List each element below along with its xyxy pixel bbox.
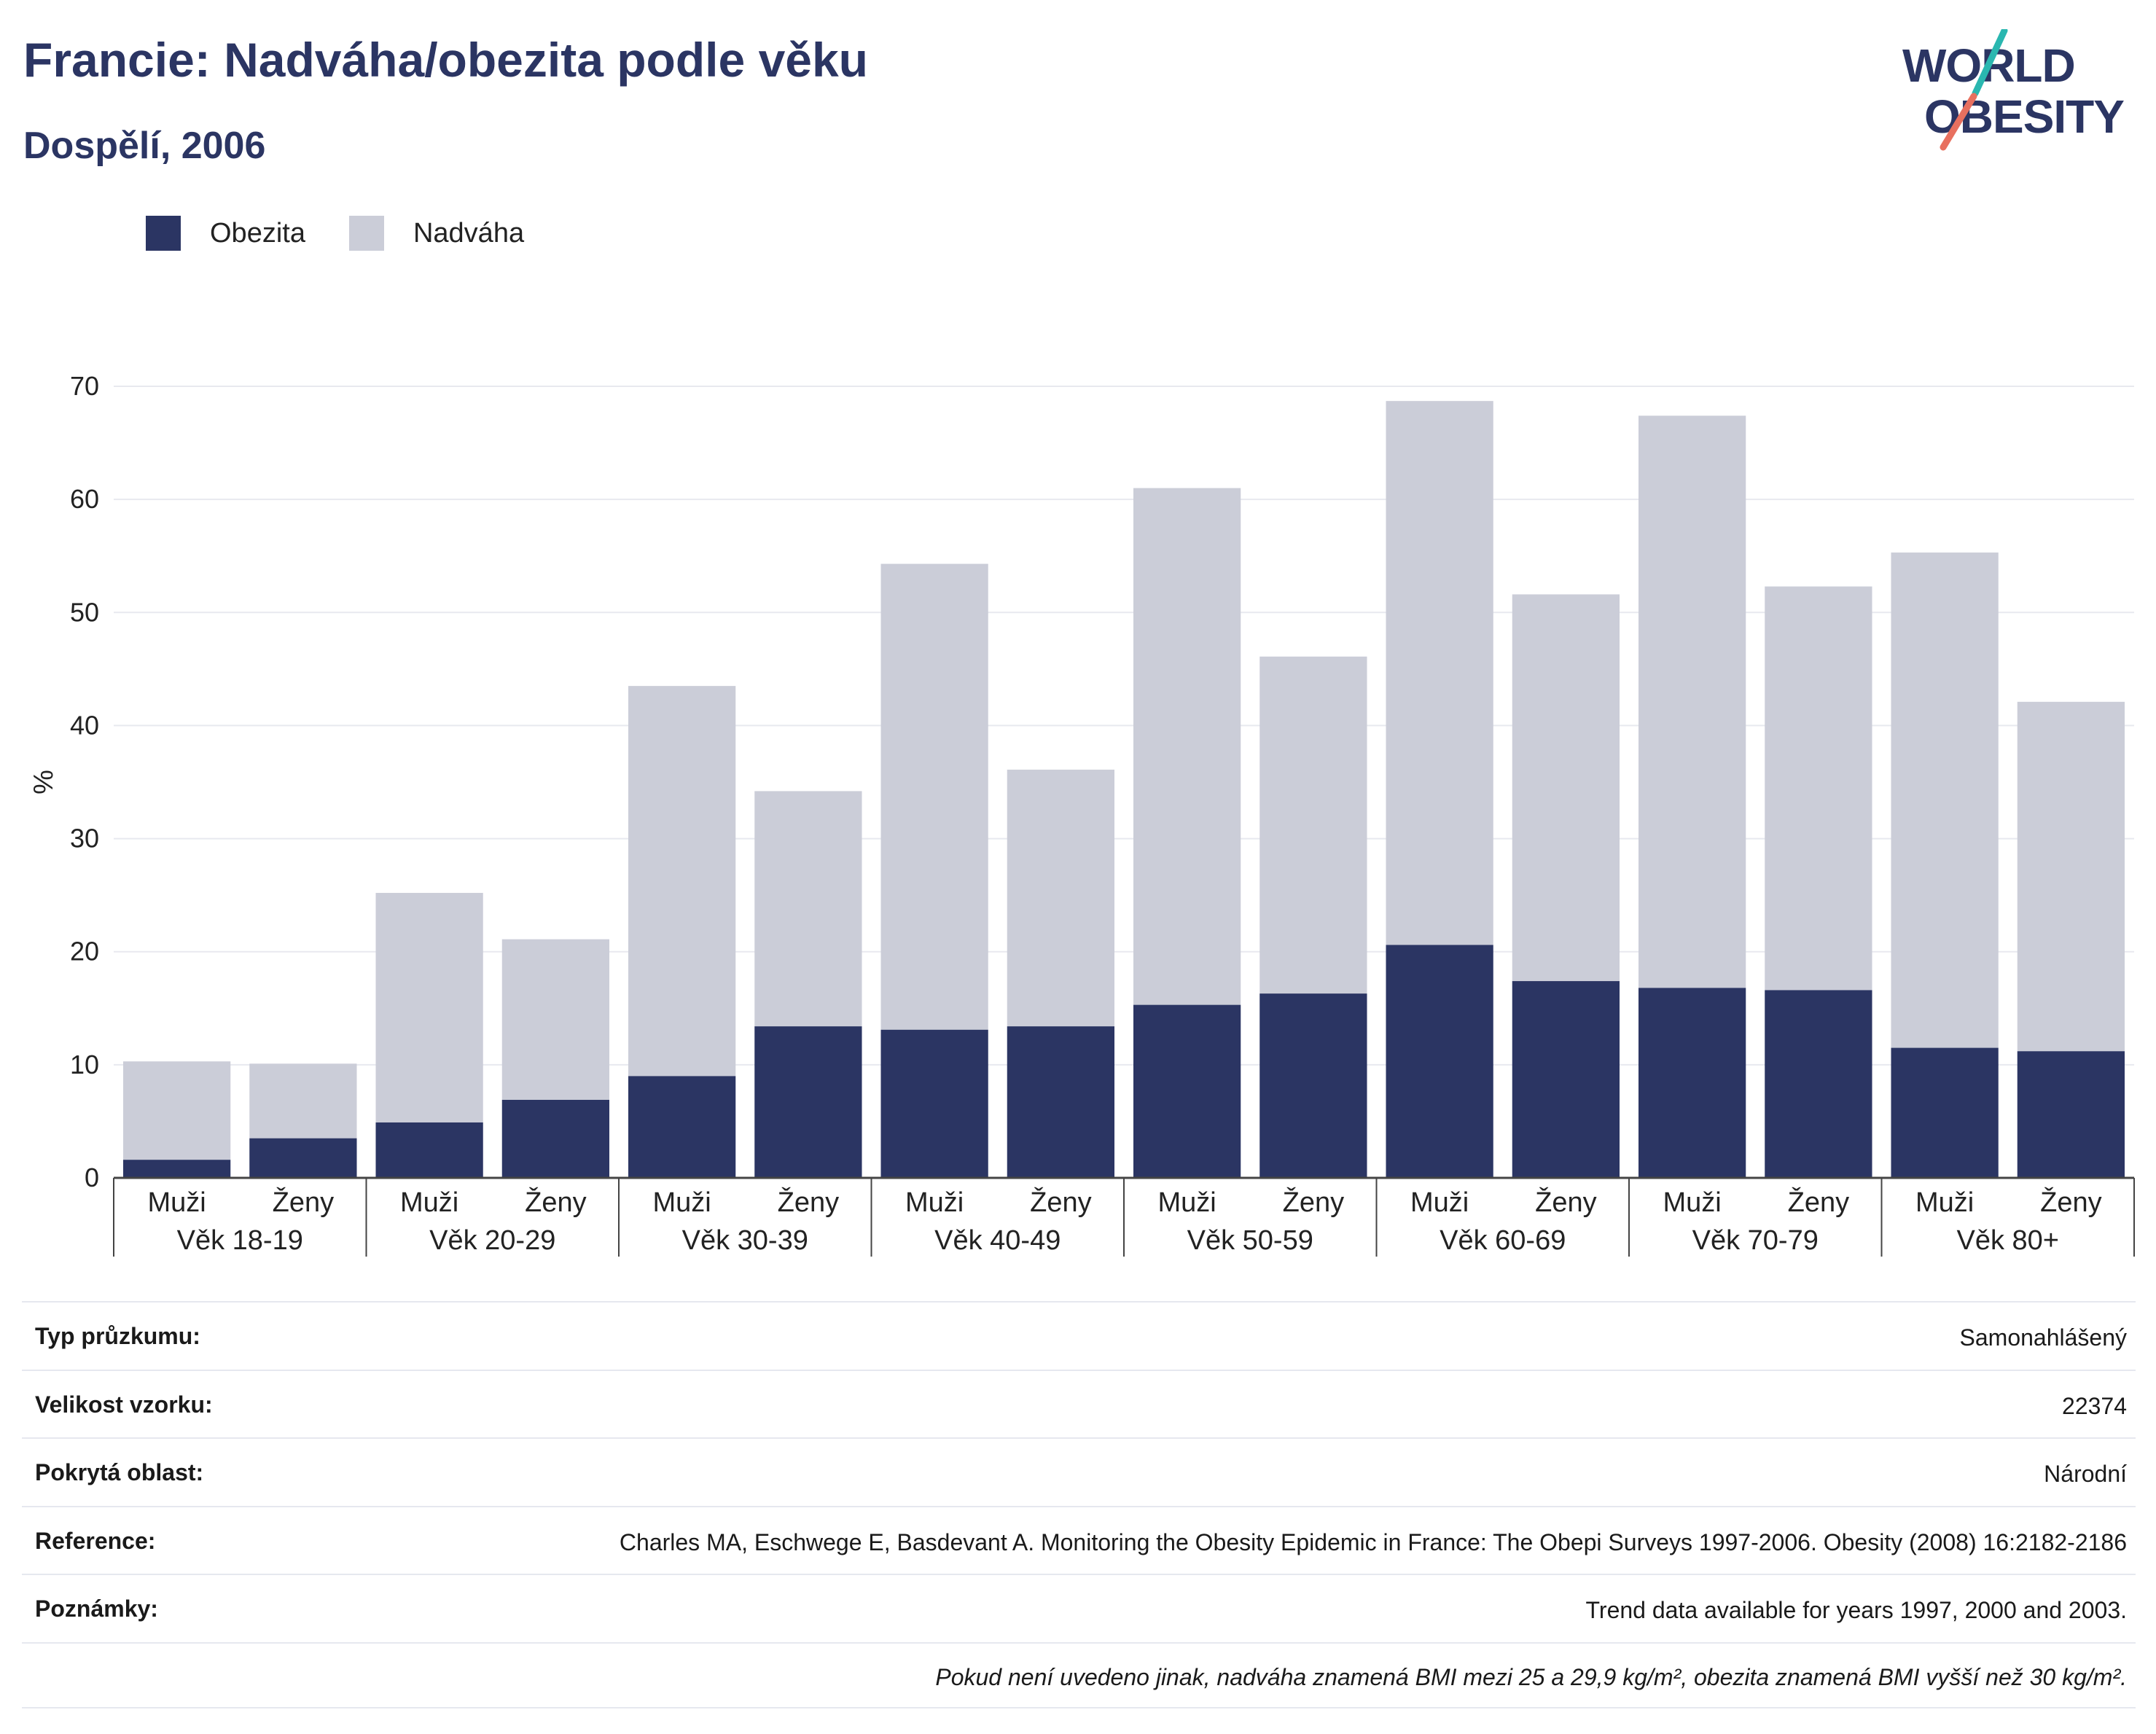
- x-tick-label-sex: Ženy: [273, 1187, 334, 1218]
- x-group-label: Věk 20-29: [429, 1225, 555, 1256]
- x-tick-label-sex: Muži: [1663, 1187, 1722, 1218]
- x-group-label: Věk 30-39: [682, 1225, 808, 1256]
- bar-overweight: [1007, 769, 1115, 1027]
- info-row-survey-type: Typ průzkumu: Samonahlášený: [22, 1301, 2136, 1370]
- x-group-label: Věk 50-59: [1187, 1225, 1313, 1256]
- x-tick-label-sex: Muži: [400, 1187, 458, 1218]
- y-tick-label: 40: [70, 710, 99, 740]
- bar-obesity: [122, 1160, 231, 1178]
- y-tick-label: 10: [70, 1050, 99, 1079]
- x-tick-label-sex: Ženy: [1535, 1187, 1596, 1218]
- legend-item-overweight[interactable]: Nadváha: [348, 216, 525, 251]
- bar-overweight: [1765, 586, 1872, 991]
- y-tick-label: 20: [70, 937, 99, 966]
- x-tick-label-sex: Ženy: [778, 1187, 839, 1218]
- info-value: Národní: [2044, 1461, 2127, 1488]
- bar-overweight: [754, 791, 862, 1027]
- footnote: Pokud není uvedeno jinak, nadváha znamen…: [22, 1641, 2136, 1708]
- y-tick-label: 0: [85, 1163, 99, 1192]
- x-tick-label-sex: Muži: [905, 1187, 964, 1218]
- bar-obesity: [1891, 1047, 1999, 1178]
- bar-overweight: [1638, 415, 1746, 988]
- bar-overweight: [1512, 594, 1620, 982]
- y-tick-label: 50: [70, 597, 99, 627]
- chart-legend: Obezita Nadváha: [146, 216, 568, 251]
- info-key: Velikost vzorku:: [35, 1391, 213, 1418]
- survey-info-table: Typ průzkumu: Samonahlášený Velikost vzo…: [22, 1301, 2136, 1708]
- info-row-reference: Reference: Charles MA, Eschwege E, Basde…: [22, 1505, 2136, 1574]
- legend-swatch-obesity: [146, 216, 181, 251]
- logo-slash-teal: [1972, 29, 2008, 97]
- y-tick-label: 30: [70, 824, 99, 854]
- x-tick-label-sex: Muži: [1915, 1187, 1974, 1218]
- x-group-label: Věk 80+: [1957, 1225, 2060, 1256]
- legend-item-obesity[interactable]: Obezita: [146, 216, 305, 251]
- logo-line-2: OBESITY: [1924, 90, 2124, 143]
- bar-overweight: [880, 563, 988, 1030]
- bar-overweight: [122, 1061, 231, 1160]
- bar-overweight: [628, 686, 736, 1077]
- x-tick-label-sex: Ženy: [1283, 1187, 1344, 1218]
- info-value: Samonahlášený: [1959, 1324, 2127, 1351]
- x-group-label: Věk 40-49: [934, 1225, 1061, 1256]
- bar-overweight: [249, 1063, 357, 1139]
- x-group-label: Věk 18-19: [177, 1225, 303, 1256]
- x-tick-label-sex: Ženy: [2040, 1187, 2101, 1218]
- info-key: Typ průzkumu:: [35, 1323, 200, 1349]
- legend-swatch-overweight: [348, 216, 384, 251]
- info-value: 22374: [2062, 1392, 2127, 1419]
- y-tick-label: 60: [70, 484, 99, 514]
- bar-obesity: [1512, 981, 1620, 1178]
- legend-label-overweight: Nadváha: [413, 217, 525, 249]
- bar-obesity: [375, 1122, 483, 1178]
- x-group-label: Věk 70-79: [1692, 1225, 1819, 1256]
- bar-obesity: [1133, 1004, 1241, 1178]
- bar-overweight: [375, 893, 483, 1122]
- bar-overweight: [1386, 401, 1493, 945]
- bar-obesity: [1386, 945, 1493, 1178]
- bar-obesity: [1259, 993, 1367, 1178]
- legend-label-obesity: Obezita: [210, 217, 305, 249]
- bar-obesity: [1007, 1026, 1115, 1178]
- x-tick-label-sex: Ženy: [525, 1187, 586, 1218]
- bar-obesity: [1638, 988, 1746, 1178]
- x-group-label: Věk 60-69: [1440, 1225, 1566, 1256]
- x-tick-label-sex: Muži: [653, 1187, 711, 1218]
- bar-obesity: [1765, 990, 1872, 1178]
- x-tick-label-sex: Muži: [148, 1187, 206, 1218]
- info-key: Poznámky:: [35, 1596, 158, 1622]
- bar-chart: 0 10 20 30 40 50 60 70% Muži Ženy Muži Ženy Muži Ženy…: [28, 371, 2135, 1257]
- info-key: Reference:: [35, 1527, 156, 1554]
- bar-obesity: [628, 1076, 736, 1178]
- info-row-sample-size: Velikost vzorku: 22374: [22, 1369, 2136, 1438]
- y-axis-label: %: [28, 770, 59, 794]
- x-tick-label-sex: Ženy: [1030, 1187, 1091, 1218]
- x-tick-label-sex: Muži: [1158, 1187, 1216, 1218]
- chart-title: Francie: Nadváha/obezita podle věku: [23, 33, 868, 87]
- world-obesity-logo: WORLD OBESITY: [1902, 29, 2125, 151]
- info-row-area: Pokrytá oblast: Národní: [22, 1437, 2136, 1506]
- bar-overweight: [1259, 656, 1367, 994]
- bar-obesity: [249, 1138, 357, 1178]
- bar-overweight: [1133, 488, 1241, 1005]
- bar-overweight: [2017, 701, 2125, 1052]
- chart-subtitle: Dospělí, 2006: [23, 125, 266, 167]
- x-tick-label-sex: Muži: [1410, 1187, 1469, 1218]
- info-value: Charles MA, Eschwege E, Basdevant A. Mon…: [619, 1528, 2127, 1555]
- info-key: Pokrytá oblast:: [35, 1459, 204, 1486]
- logo-slash-coral: [1940, 93, 1977, 151]
- bar-overweight: [1891, 552, 1999, 1048]
- bar-overweight: [501, 939, 610, 1100]
- y-tick-label: 70: [70, 371, 99, 401]
- info-value: Trend data available for years 1997, 200…: [1585, 1597, 2127, 1624]
- bar-obesity: [880, 1029, 988, 1178]
- info-row-notes: Poznámky: Trend data available for years…: [22, 1574, 2136, 1642]
- bar-obesity: [501, 1099, 610, 1178]
- bar-obesity: [754, 1026, 862, 1178]
- bar-obesity: [2017, 1051, 2125, 1178]
- x-tick-label-sex: Ženy: [1788, 1187, 1849, 1218]
